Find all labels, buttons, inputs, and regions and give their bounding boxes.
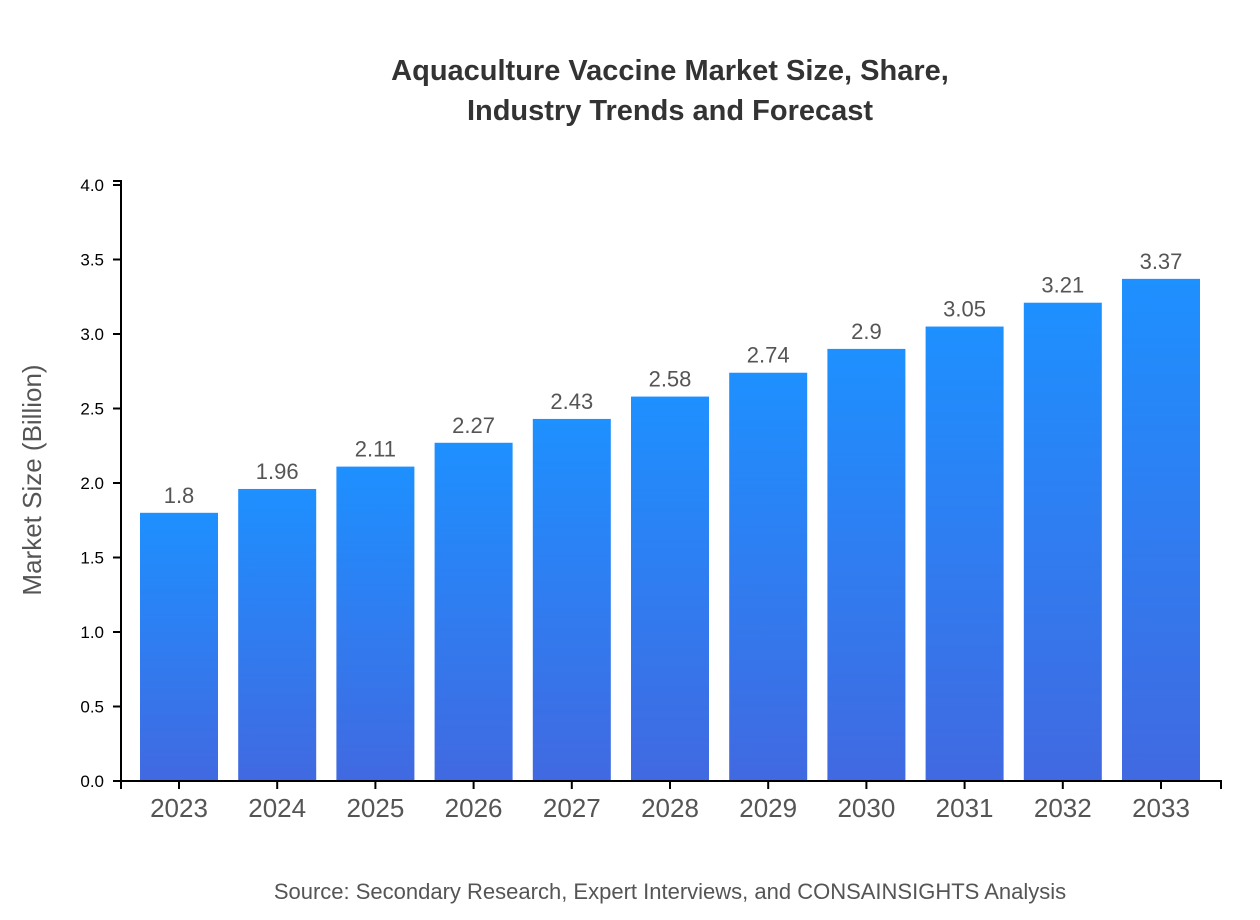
- y-axis: 0.0 0.5 1.0 1.5 2.0 2.5 3.0 3.5 4.0: [80, 176, 122, 791]
- y-tick-label: 2.5: [80, 400, 104, 419]
- bar-2031: [925, 326, 1004, 781]
- bar-2025: [336, 466, 415, 781]
- y-tick-label: 2.0: [80, 474, 104, 493]
- data-label-2025: 2.11: [355, 437, 396, 462]
- data-label-2028: 2.58: [649, 367, 692, 392]
- x-tick-label-2027: 2027: [543, 793, 601, 823]
- x-tick-label-2032: 2032: [1034, 793, 1092, 823]
- x-tick-label-2030: 2030: [837, 793, 895, 823]
- bar-2023: [140, 512, 218, 781]
- data-label-2032: 3.21: [1041, 273, 1084, 298]
- x-tick-label-2026: 2026: [445, 793, 503, 823]
- x-tick-label-2023: 2023: [150, 793, 208, 823]
- y-tick-label: 4.0: [80, 176, 104, 195]
- y-tick-label: 1.5: [80, 549, 104, 568]
- chart-title-line-1: Aquaculture Vaccine Market Size, Share,: [391, 55, 949, 87]
- x-tick-label-2029: 2029: [739, 793, 797, 823]
- bar-2029: [729, 372, 808, 781]
- chart-title-line-2: Industry Trends and Forecast: [467, 95, 873, 127]
- y-axis-label: Market Size (Billion): [17, 364, 47, 595]
- data-label-2030: 2.9: [851, 319, 882, 344]
- x-tick-label-2024: 2024: [248, 793, 306, 823]
- bar-2027: [532, 418, 611, 781]
- data-label-2029: 2.74: [747, 343, 790, 368]
- source-note: Source: Secondary Research, Expert Inter…: [274, 879, 1066, 904]
- x-axis-line: [120, 780, 1222, 789]
- x-tick-label-2025: 2025: [346, 793, 404, 823]
- x-axis: 2023 2024 2025 2026 2027 2028 2029 2030 2031 2032…: [120, 780, 1222, 823]
- bar-2028: [631, 396, 709, 781]
- bar-2032: [1023, 302, 1102, 781]
- bar-2024: [238, 488, 317, 781]
- y-tick-label: 3.0: [80, 325, 104, 344]
- y-tick-label: 1.0: [80, 623, 104, 642]
- x-tick-label-2033: 2033: [1132, 793, 1190, 823]
- data-label-2024: 1.96: [256, 459, 299, 484]
- data-label-2023: 1.8: [164, 483, 195, 508]
- data-label-2033: 3.37: [1140, 249, 1183, 274]
- y-tick-label: 0.5: [80, 698, 104, 717]
- bar-2033: [1122, 278, 1200, 781]
- x-tick-label-2028: 2028: [641, 793, 699, 823]
- data-label-2027: 2.43: [550, 389, 593, 414]
- bar-2030: [827, 348, 906, 781]
- bar-2026: [434, 442, 513, 781]
- y-tick-label: 3.5: [80, 251, 104, 270]
- data-label-2026: 2.27: [452, 413, 495, 438]
- data-label-2031: 3.05: [943, 297, 986, 322]
- x-tick-label-2031: 2031: [936, 793, 994, 823]
- y-tick-label: 0.0: [80, 772, 104, 791]
- y-axis-line: [113, 180, 122, 782]
